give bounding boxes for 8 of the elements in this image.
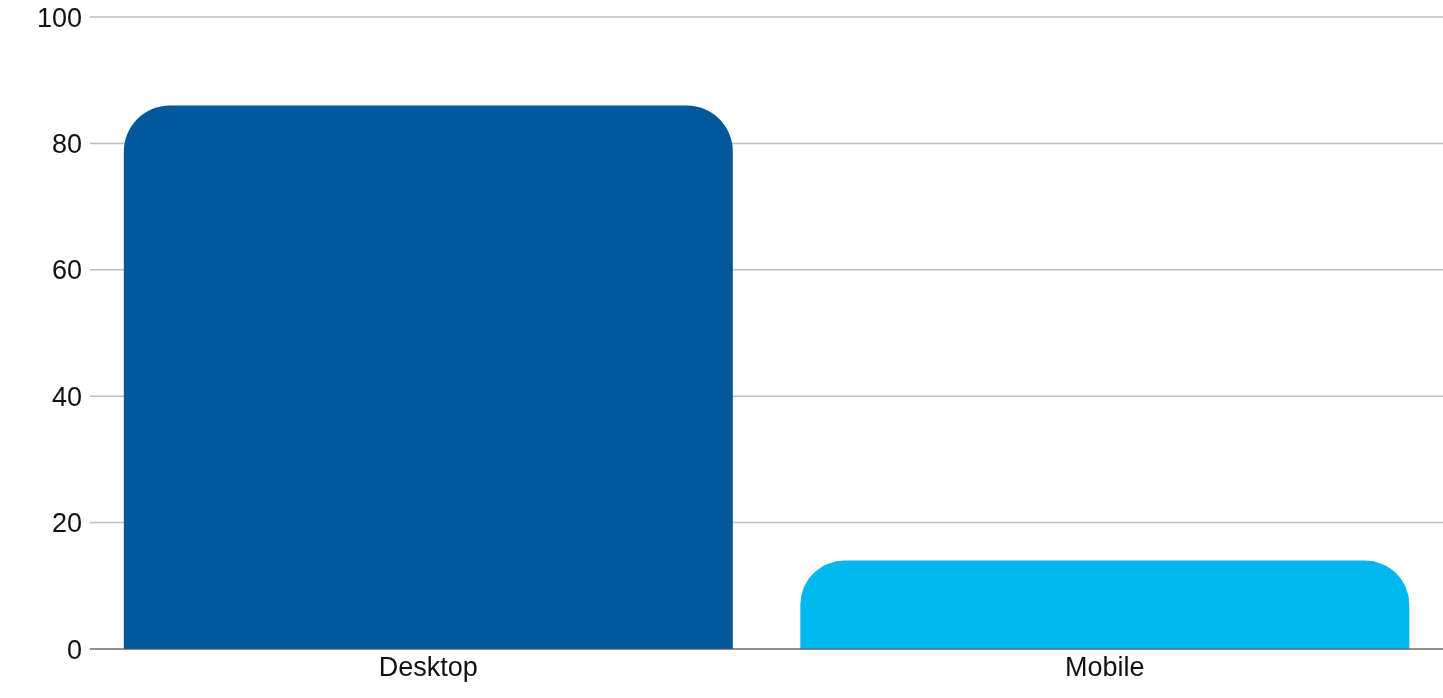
x-tick-label: Mobile <box>1064 652 1145 683</box>
y-tick-label: 60 <box>51 255 82 286</box>
y-tick-label: 20 <box>51 508 82 539</box>
y-tick-label: 100 <box>36 2 82 33</box>
x-tick-label: Desktop <box>378 652 478 683</box>
y-tick-label: 80 <box>51 128 82 159</box>
y-tick-label: 40 <box>51 381 82 412</box>
y-tick-label: 0 <box>66 634 82 665</box>
